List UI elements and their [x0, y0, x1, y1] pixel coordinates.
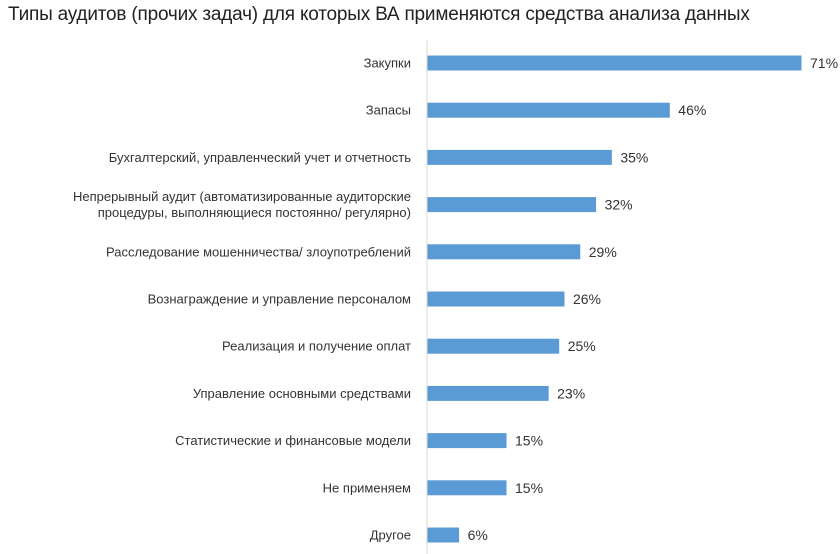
- category-label-7: Управление основными средствами: [193, 386, 411, 401]
- category-label-4: Расследование мошенничества/ злоупотребл…: [106, 244, 411, 259]
- bar-8: [427, 433, 507, 449]
- category-label-10: Другое: [370, 528, 411, 543]
- category-label-5: Вознаграждение и управление персоналом: [148, 292, 411, 307]
- category-label-3: Непрерывный аудит (автоматизированные ау…: [73, 189, 411, 220]
- chart-title: Типы аудитов (прочих задач) для которых …: [8, 4, 750, 25]
- value-labels: 71% 46% 35% 32% 29% 26% 25% 23% 15% 15% 6%: [468, 55, 838, 543]
- value-label-6: 25%: [568, 338, 596, 354]
- bar-10: [427, 527, 460, 543]
- value-label-0: 71%: [810, 55, 838, 71]
- bar-0: [427, 55, 802, 71]
- bar-1: [427, 102, 670, 118]
- bar-2: [427, 149, 612, 165]
- bars: [427, 55, 802, 543]
- bar-7: [427, 385, 549, 401]
- category-label-1: Запасы: [366, 103, 411, 118]
- bar-6: [427, 338, 560, 354]
- category-label-2: Бухгалтерский, управленческий учет и отч…: [109, 150, 411, 165]
- value-label-2: 35%: [620, 149, 648, 165]
- value-label-4: 29%: [589, 244, 617, 260]
- category-label-8: Статистические и финансовые модели: [175, 433, 411, 448]
- value-label-8: 15%: [515, 433, 543, 449]
- value-label-5: 26%: [573, 291, 601, 307]
- value-label-7: 23%: [557, 385, 585, 401]
- value-label-10: 6%: [468, 527, 488, 543]
- value-label-1: 46%: [678, 102, 706, 118]
- bar-4: [427, 244, 581, 260]
- bar-3: [427, 197, 597, 213]
- value-label-9: 15%: [515, 480, 543, 496]
- bar-9: [427, 480, 507, 496]
- category-labels: Закупки Запасы Бухгалтерский, управленческ…: [73, 56, 411, 543]
- category-label-6: Реализация и получение оплат: [222, 339, 411, 354]
- category-label-9: Не применяем: [323, 480, 411, 495]
- category-label-0: Закупки: [364, 56, 411, 71]
- bar-5: [427, 291, 565, 307]
- value-label-3: 32%: [605, 197, 633, 213]
